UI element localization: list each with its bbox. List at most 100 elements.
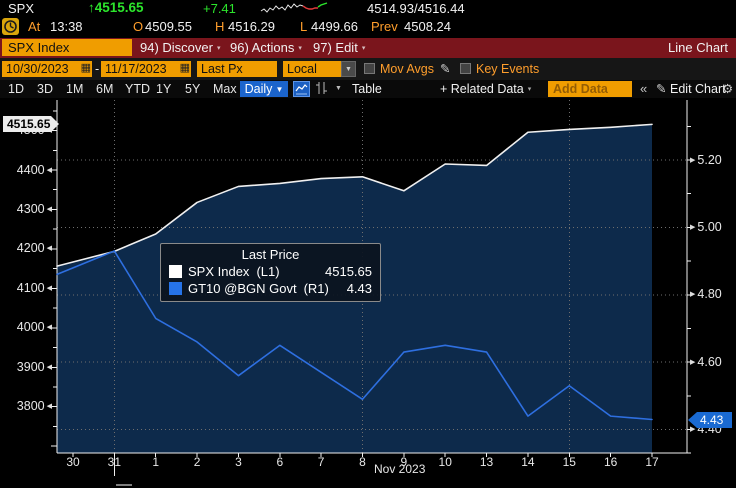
mov-avgs-checkbox[interactable]: [364, 63, 375, 74]
x-axis-label: 1: [152, 455, 160, 469]
spx-swatch-icon: [169, 265, 182, 278]
x-axis-month-label: Nov 2023: [374, 462, 426, 476]
table-button[interactable]: Table: [352, 82, 382, 96]
x-axis-label: 3: [235, 455, 242, 469]
tick-arrow-icon: ▶: [690, 291, 696, 299]
high-label: H: [215, 19, 225, 34]
at-label: At: [28, 19, 41, 34]
add-data-input[interactable]: Add Data: [548, 81, 632, 97]
x-axis-label: 15: [562, 455, 576, 469]
range-tab-1y[interactable]: 1Y: [156, 82, 172, 96]
legend-axis-tag: (R1): [303, 281, 329, 296]
prev-label: Prev: [371, 19, 398, 34]
x-axis-label: 2: [193, 455, 201, 469]
collapse-chevrons-icon[interactable]: «: [640, 81, 648, 96]
chevron-down-icon: ▾: [216, 45, 221, 52]
intraday-sparkline-icon: [260, 2, 328, 13]
y-axis-label-left: 4000 ◀: [16, 320, 52, 335]
chart-toolbar: 1D 3D 1M 6M YTD 1Y 5Y Max Daily ▼ ▼ Table…: [0, 80, 736, 98]
chart-type-dropdown[interactable]: ▼: [335, 85, 342, 92]
gt10-axis-tag: 4.43: [688, 412, 732, 428]
ticker-symbol: SPX: [8, 1, 35, 16]
security-tab[interactable]: SPX Index: [2, 39, 132, 56]
menu-discover[interactable]: 94) Discover ▾: [140, 40, 221, 55]
tick-arrow-icon: ◀: [46, 324, 52, 332]
range-tab-1m[interactable]: 1M: [66, 82, 84, 96]
gear-icon[interactable]: ⚙: [722, 82, 734, 96]
chart-type-label: Line Chart: [668, 40, 728, 55]
range-tab-5y[interactable]: 5Y: [185, 82, 201, 96]
tick-arrow-icon: ▶: [690, 358, 696, 366]
edit-chart-button[interactable]: Edit Chart: [670, 82, 726, 96]
x-axis-label: 7: [317, 455, 325, 469]
price-field-select[interactable]: Last Px: [197, 61, 277, 77]
chevron-down-icon: ▾: [298, 45, 302, 52]
chart-controls: 10/30/2023 ▦ - 11/17/2023 ▦ Last Px Local …: [0, 58, 736, 92]
date-to-field[interactable]: 11/17/2023 ▦: [101, 61, 191, 77]
tick-arrow-icon: ◀: [46, 284, 52, 292]
y-axis-label-left: 3800 ◀: [16, 399, 52, 414]
quote-bar: SPX ↑4515.65 +7.41 4514.93/4516.44: [0, 0, 736, 16]
chart-legend[interactable]: Last Price SPX Index (L1) 4515.65 GT10 @…: [160, 243, 381, 302]
open-value: 4509.55: [145, 19, 192, 34]
range-tab-ytd[interactable]: YTD: [125, 82, 150, 96]
legend-value: 4.43: [346, 281, 372, 296]
key-events-label[interactable]: Key Events: [476, 62, 540, 76]
x-axis-label: 9: [400, 455, 408, 469]
mov-avgs-label[interactable]: Mov Avgs: [380, 62, 434, 76]
calendar-icon[interactable]: ▦: [179, 62, 190, 74]
scroll-indicator: [116, 484, 132, 486]
last-price: ↑4515.65: [88, 0, 144, 15]
tick-arrow-icon: ▶: [690, 426, 696, 434]
menu-actions[interactable]: 96) Actions ▾: [230, 40, 302, 55]
range-tab-6m[interactable]: 6M: [96, 82, 114, 96]
range-tab-3d[interactable]: 3D: [37, 82, 53, 96]
menu-bar: SPX Index 94) Discover ▾ 96) Actions ▾ 97)…: [0, 38, 736, 58]
gt10-line: [56, 250, 653, 421]
related-data-button[interactable]: + Related Data ▾: [440, 82, 532, 96]
x-axis-label: 10: [438, 455, 452, 469]
date-from-field[interactable]: 10/30/2023 ▦: [2, 61, 92, 77]
bar-chart-type-button[interactable]: [314, 81, 331, 97]
x-axis-label: 13: [479, 455, 494, 469]
menu-edit[interactable]: 97) Edit ▾: [313, 40, 366, 55]
x-axis-label: 30: [66, 455, 80, 469]
line-chart-type-button[interactable]: [293, 81, 310, 97]
range-tab-max[interactable]: Max: [213, 82, 237, 96]
legend-value: 4515.65: [325, 264, 372, 279]
pencil-icon[interactable]: ✎: [440, 62, 451, 76]
key-events-checkbox[interactable]: [460, 63, 471, 74]
range-tab-1d[interactable]: 1D: [8, 82, 24, 96]
currency-select[interactable]: Local CCY: [283, 61, 341, 92]
x-axis-label: 8: [359, 455, 366, 469]
tick-arrow-icon: ◀: [46, 245, 52, 253]
quote-time: 13:38: [50, 19, 83, 34]
up-arrow-icon: ↑: [88, 0, 95, 15]
x-axis-label: 17: [645, 455, 659, 469]
clock-icon: [2, 18, 19, 35]
x-axis-label: 6: [276, 455, 284, 469]
last-price-axis-tag: 4515.65: [3, 116, 59, 132]
chevron-down-icon: ▾: [527, 86, 532, 93]
y-axis-label-left: 4200 ◀: [16, 241, 52, 256]
chevron-down-icon: ▼: [345, 66, 352, 73]
period-select[interactable]: Daily ▼: [240, 81, 288, 97]
x-axis-label: 14: [521, 455, 535, 469]
high-value: 4516.29: [228, 19, 275, 34]
prev-value: 4508.24: [404, 19, 451, 34]
y-axis-label-right: ▶ 5.20: [690, 152, 722, 167]
spx-line: [56, 123, 653, 267]
y-axis-label-left: 4300 ◀: [16, 201, 52, 216]
currency-dropdown-button[interactable]: ▼: [341, 61, 356, 77]
y-axis-label-left: 4400 ◀: [16, 162, 52, 177]
chevron-down-icon: ▼: [275, 85, 284, 94]
legend-row-spx[interactable]: SPX Index (L1) 4515.65: [169, 263, 372, 280]
legend-row-gt10[interactable]: GT10 @BGN Govt (R1) 4.43: [169, 280, 372, 297]
x-axis-label: 31: [107, 455, 122, 469]
calendar-icon[interactable]: ▦: [80, 62, 91, 74]
pencil-icon[interactable]: ✎: [656, 82, 667, 96]
low-value: 4499.66: [311, 19, 358, 34]
low-label: L: [300, 19, 308, 34]
chart-area[interactable]: 4515.65 4.43 Nov 2023 Last Price SPX Ind…: [0, 98, 736, 488]
